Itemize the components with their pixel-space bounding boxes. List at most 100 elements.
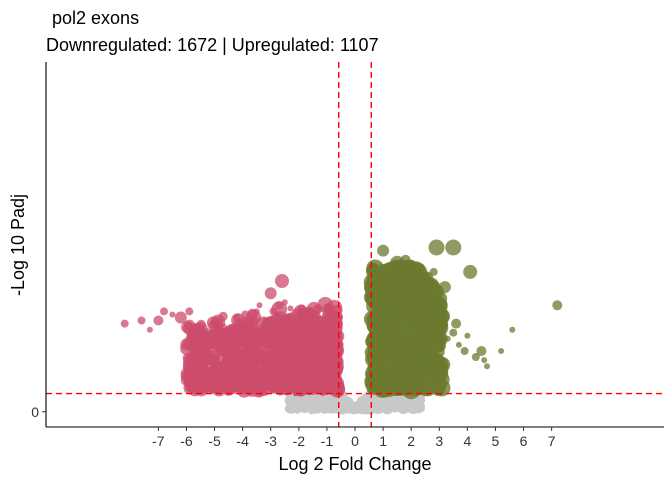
down-highlight-point — [239, 378, 246, 385]
down-point — [278, 376, 291, 389]
down-point — [305, 354, 316, 365]
up-highlight-point — [424, 304, 432, 313]
down-point — [329, 329, 345, 344]
down-highlight-point — [197, 344, 204, 351]
down-point — [313, 369, 327, 383]
up-highlight-point — [406, 297, 417, 308]
up-highlight-point — [433, 323, 446, 336]
down-highlight-point — [262, 317, 269, 324]
down-point — [221, 355, 235, 368]
down-highlight-point — [160, 307, 168, 316]
cloud-point — [373, 399, 380, 406]
up-point — [379, 267, 389, 276]
up-highlight-point — [455, 341, 462, 348]
up-highlight-point — [444, 335, 451, 342]
chart-title: pol2 exons — [52, 8, 139, 28]
down-point — [332, 385, 341, 394]
up-point — [437, 304, 446, 313]
cloud-point — [322, 394, 329, 401]
up-highlight-point — [429, 267, 438, 276]
up-point — [380, 313, 398, 332]
down-highlight-point — [137, 316, 146, 325]
down-point — [242, 354, 255, 366]
up-point — [430, 380, 446, 396]
up-highlight-point — [481, 357, 488, 364]
down-point — [330, 317, 343, 331]
down-highlight-point — [318, 332, 325, 339]
down-highlight-point — [275, 274, 289, 288]
down-highlight-point — [169, 311, 176, 318]
down-highlight-point — [287, 305, 294, 312]
up-highlight-point — [498, 348, 505, 354]
down-point — [317, 384, 328, 395]
up-point — [380, 366, 396, 381]
x-tick-label: 2 — [407, 433, 415, 449]
y-tick-group: 0 — [31, 404, 46, 420]
down-point — [312, 304, 323, 314]
up-point — [368, 299, 378, 309]
up-point — [417, 310, 433, 325]
cloud-point — [305, 397, 312, 404]
down-point — [325, 307, 337, 319]
y-axis-title: -Log 10 Padj — [8, 194, 28, 296]
down-highlight-point — [326, 326, 333, 333]
down-highlight-point — [191, 335, 198, 342]
down-highlight-point — [273, 311, 280, 318]
up-highlight-point — [385, 272, 398, 284]
up-highlight-point — [451, 318, 462, 329]
cloud-point — [355, 399, 362, 406]
up-highlight-point — [552, 300, 563, 311]
down-highlight-point — [306, 307, 315, 316]
down-point — [311, 339, 326, 354]
up-point — [377, 283, 393, 299]
down-point — [299, 347, 309, 358]
down-highlight-point — [245, 326, 252, 333]
down-highlight-point — [174, 311, 187, 324]
cloud-point — [380, 405, 387, 412]
up-highlight-point — [471, 353, 480, 361]
down-point — [287, 367, 300, 380]
up-highlight-point — [373, 328, 382, 337]
down-highlight-point — [297, 304, 306, 313]
cloud-point — [390, 398, 397, 405]
down-point — [198, 378, 209, 389]
up-point — [363, 273, 382, 292]
up-point — [387, 378, 400, 391]
cloud-point — [287, 402, 294, 409]
up-highlight-point — [460, 347, 469, 355]
down-highlight-point — [253, 381, 260, 388]
down-point — [192, 355, 205, 368]
down-highlight-point — [256, 302, 263, 309]
down-point — [196, 324, 206, 334]
up-point — [398, 345, 411, 358]
cloud-layer — [180, 259, 451, 415]
down-point — [299, 368, 312, 381]
up-highlight-point — [484, 363, 490, 370]
down-highlight-point — [185, 307, 194, 316]
down-point — [275, 325, 290, 341]
cloud-point — [397, 395, 403, 402]
down-highlight-point — [275, 301, 284, 310]
down-highlight-point — [214, 320, 221, 327]
cloud-point — [322, 403, 329, 410]
up-highlight-point — [396, 262, 409, 275]
up-point — [406, 326, 418, 338]
down-highlight-point — [253, 308, 260, 315]
x-tick-group: -7 -6 -5 -4 -3 -2 -1 0 1 2 3 4 5 6 7 — [152, 427, 556, 449]
up-highlight-point — [476, 346, 487, 356]
up-highlight-point — [445, 239, 462, 256]
down-highlight-point — [205, 338, 212, 345]
x-tick-label: 3 — [435, 433, 443, 449]
x-tick-label: 1 — [379, 433, 387, 449]
cloud-point — [290, 396, 297, 403]
up-point — [370, 307, 385, 322]
down-point — [321, 347, 333, 358]
down-highlight-point — [233, 313, 241, 322]
up-highlight-point — [377, 244, 390, 257]
down-highlight-point — [263, 322, 272, 331]
down-highlight-point — [277, 315, 287, 326]
up-highlight-point — [409, 273, 419, 283]
cloud-point — [417, 395, 424, 402]
y-tick-label: 0 — [31, 404, 39, 420]
down-point — [296, 311, 306, 321]
